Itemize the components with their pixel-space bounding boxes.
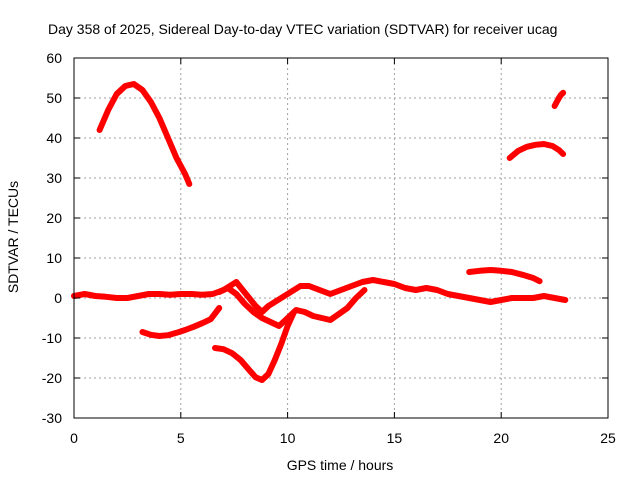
ticks	[73, 57, 609, 419]
x-tick-label: 20	[493, 430, 509, 446]
y-tick-label: -10	[42, 330, 62, 346]
y-tick-label: 40	[46, 130, 62, 146]
tick-labels: 0 5 10 15 20 25 -30 -20 -10 0 10 20 30 40 50 60	[42, 50, 616, 446]
x-tick-label: 0	[70, 430, 78, 446]
series-line-arc-c	[139, 305, 223, 339]
y-tick-label: 60	[46, 50, 62, 66]
y-tick-label: 30	[46, 170, 62, 186]
y-tick-label: 20	[46, 210, 62, 226]
series-line-arc-f	[466, 267, 543, 285]
series-line-arc-a	[96, 81, 193, 187]
y-tick-label: -30	[42, 410, 62, 426]
series-line-arc-e	[216, 285, 368, 329]
data-series	[71, 81, 569, 383]
y-tick-label: -20	[42, 370, 62, 386]
series-line-arc-d	[212, 309, 297, 383]
x-tick-label: 15	[387, 430, 403, 446]
plot-frame	[73, 57, 609, 419]
x-axis-label: GPS time / hours	[287, 457, 394, 473]
chart-title: Day 358 of 2025, Sidereal Day-to-day VTE…	[48, 21, 557, 37]
x-tick-label: 25	[600, 430, 616, 446]
x-tick-label: 10	[280, 430, 296, 446]
x-tick-label: 5	[177, 430, 185, 446]
series-line-arc-h	[551, 89, 567, 109]
series-line-arc-g	[506, 141, 567, 161]
y-tick-label: 10	[46, 250, 62, 266]
series-line-arc-b	[71, 277, 569, 315]
y-axis-label: SDTVAR / TECUs	[5, 181, 21, 293]
y-tick-label: 50	[46, 90, 62, 106]
grid	[74, 58, 608, 418]
y-tick-label: 0	[54, 290, 62, 306]
